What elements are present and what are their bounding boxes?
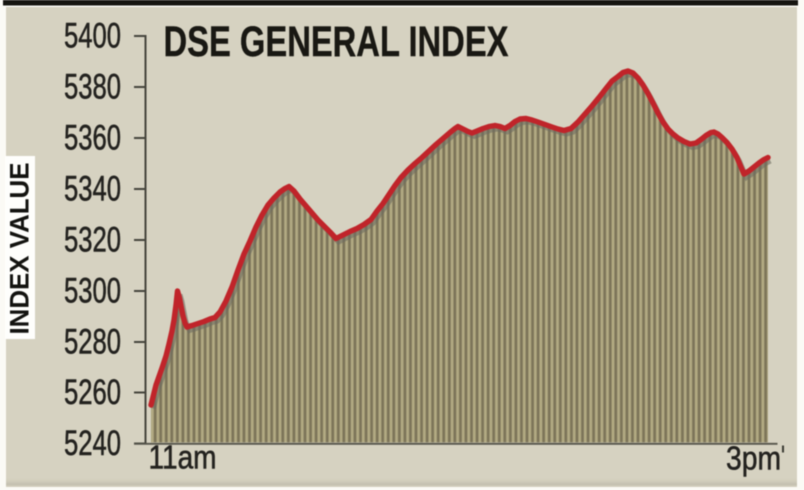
svg-text:5400: 5400 <box>64 16 121 56</box>
svg-text:5380: 5380 <box>64 67 121 107</box>
svg-text:INDEX VALUE: INDEX VALUE <box>5 163 35 335</box>
svg-text:3pm: 3pm <box>726 440 781 477</box>
svg-text:5280: 5280 <box>64 322 121 362</box>
svg-text:5240: 5240 <box>64 423 121 463</box>
svg-text:5260: 5260 <box>64 372 121 412</box>
svg-text:5300: 5300 <box>64 271 121 311</box>
svg-text:5340: 5340 <box>64 169 121 209</box>
svg-text:11am: 11am <box>149 439 217 476</box>
svg-text:DSE GENERAL INDEX: DSE GENERAL INDEX <box>164 18 509 66</box>
svg-text:5360: 5360 <box>64 118 121 158</box>
svg-text:5320: 5320 <box>64 220 121 260</box>
